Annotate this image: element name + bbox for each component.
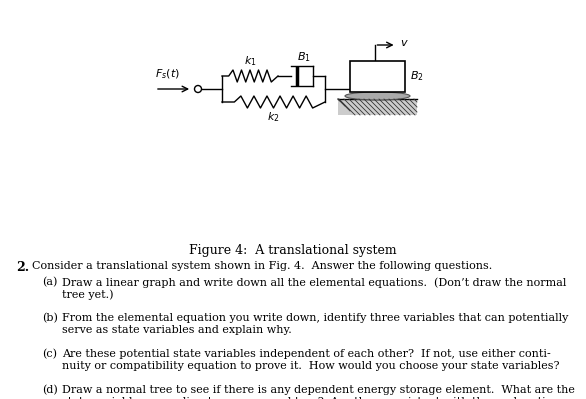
Text: (a): (a) [42, 277, 57, 287]
Text: Consider a translational system shown in Fig. 4.  Answer the following questions: Consider a translational system shown in… [32, 261, 492, 271]
Text: From the elemental equation you write down, identify three variables that can po: From the elemental equation you write do… [62, 313, 568, 323]
Text: nuity or compatibility equation to prove it.  How would you choose your state va: nuity or compatibility equation to prove… [62, 361, 560, 371]
Text: (d): (d) [42, 385, 58, 395]
Bar [350, 61, 405, 92]
Text: (b): (b) [42, 313, 58, 323]
Text: $v$: $v$ [400, 38, 409, 48]
Text: $k_1$: $k_1$ [244, 54, 256, 68]
Text: $m$: $m$ [371, 70, 384, 83]
Text: $B_1$: $B_1$ [297, 50, 311, 64]
Bar [338, 99, 417, 115]
Text: $k_2$: $k_2$ [267, 110, 280, 124]
Text: 2.: 2. [16, 261, 29, 274]
Text: Draw a normal tree to see if there is any dependent energy storage element.  Wha: Draw a normal tree to see if there is an… [62, 385, 575, 395]
Text: Draw a linear graph and write down all the elemental equations.  (Don’t draw the: Draw a linear graph and write down all t… [62, 277, 567, 288]
Ellipse shape [345, 92, 410, 100]
Text: $F_s(t)$: $F_s(t)$ [155, 67, 180, 81]
Text: tree yet.): tree yet.) [62, 289, 114, 300]
Text: state variables according to your normal tree?  Are they consistent with the exp: state variables according to your normal… [62, 397, 560, 399]
Circle shape [195, 85, 202, 93]
Text: Are these potential state variables independent of each other?  If not, use eith: Are these potential state variables inde… [62, 349, 551, 359]
Text: Figure 4:  A translational system: Figure 4: A translational system [189, 244, 397, 257]
Text: (c): (c) [42, 349, 57, 359]
Text: serve as state variables and explain why.: serve as state variables and explain why… [62, 325, 292, 335]
Text: $B_2$: $B_2$ [410, 69, 424, 83]
